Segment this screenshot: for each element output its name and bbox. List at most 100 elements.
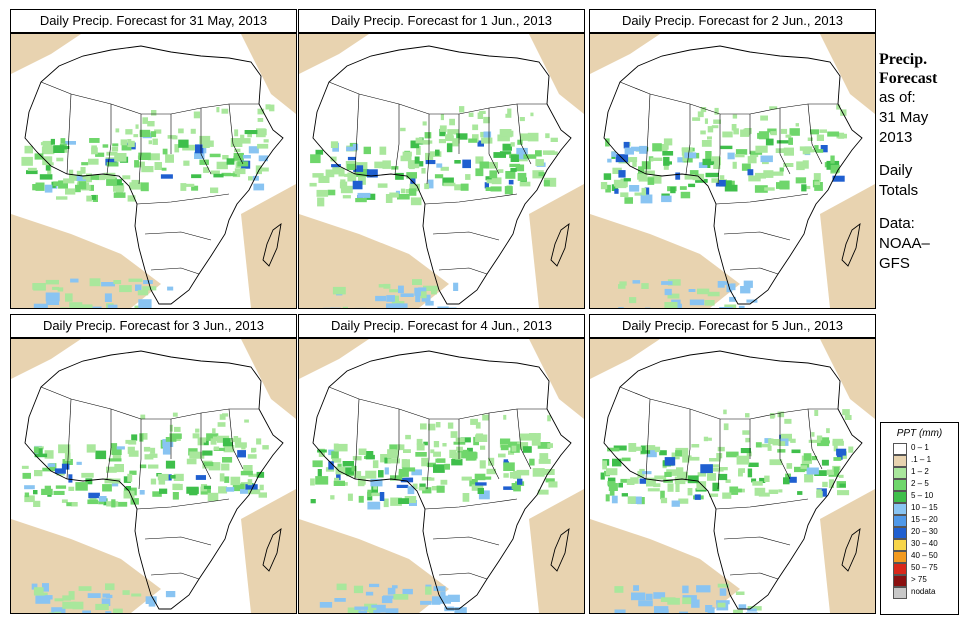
rain-cell: [500, 438, 511, 445]
africa-map: [11, 34, 296, 308]
country-border: [432, 231, 500, 241]
rain-cell: [666, 469, 679, 476]
rain-cell: [708, 437, 712, 441]
rain-cell: [426, 462, 436, 468]
rain-cell: [848, 446, 854, 453]
rain-cell: [759, 477, 766, 483]
rain-cell: [125, 439, 132, 444]
country-border: [354, 93, 360, 175]
rain-cell: [517, 478, 523, 485]
rain-cell: [832, 440, 844, 446]
rain-cell: [705, 172, 719, 178]
rain-cell: [747, 608, 757, 612]
rain-cell: [452, 138, 460, 144]
rain-cell: [54, 468, 66, 474]
rain-cell: [440, 479, 448, 485]
rain-cell: [431, 486, 440, 491]
rain-cell: [447, 422, 454, 429]
rain-cell: [697, 288, 710, 295]
rain-cell: [22, 472, 31, 479]
country-border: [394, 409, 400, 480]
ppt-legend: PPT (mm) 0 – 1 .1 – 1 1 – 2 2 – 5 5 – 10 10 –…: [880, 422, 959, 615]
rain-cell: [435, 422, 441, 428]
rain-cell: [765, 138, 774, 146]
rain-cell: [89, 495, 97, 504]
rain-cell: [714, 107, 719, 115]
rain-cell: [618, 482, 623, 488]
rain-cell: [202, 450, 213, 456]
rain-cell: [253, 183, 265, 191]
rain-cell: [128, 440, 137, 445]
rain-cell: [479, 460, 486, 469]
rain-cell: [475, 482, 487, 486]
rain-cell: [393, 449, 399, 459]
rain-cell: [691, 599, 700, 608]
rain-cell: [396, 484, 409, 488]
rain-cell: [216, 161, 228, 170]
rain-cell: [619, 281, 627, 286]
rain-cell: [515, 164, 525, 172]
rain-cell: [258, 155, 268, 162]
rain-cell: [742, 430, 750, 435]
rain-cell: [346, 146, 354, 152]
rain-cell: [730, 283, 736, 291]
rain-cell: [112, 143, 119, 147]
rain-cell: [443, 182, 456, 187]
rain-cell: [618, 307, 624, 308]
rain-cell: [69, 175, 77, 181]
rain-cell: [433, 441, 440, 448]
rain-cell: [108, 458, 122, 462]
rain-cell: [165, 154, 174, 163]
rain-cell: [34, 153, 44, 160]
rain-cell: [629, 157, 638, 163]
rain-cell: [609, 487, 615, 496]
rain-cell: [681, 147, 693, 156]
rain-cell: [245, 484, 258, 490]
rain-cell: [764, 187, 775, 191]
rain-cell: [244, 419, 249, 423]
rain-cell: [456, 133, 468, 140]
rain-cell: [537, 442, 551, 449]
rain-cell: [620, 478, 633, 483]
rain-cell: [65, 188, 76, 195]
rain-cell: [462, 159, 471, 169]
rain-cell: [503, 462, 515, 471]
rain-cell: [780, 433, 792, 442]
rain-cell: [127, 446, 135, 454]
madagascar-coastline: [841, 527, 861, 572]
rain-cell: [423, 285, 438, 291]
rain-cell: [653, 483, 661, 488]
rain-cell: [134, 160, 139, 168]
rain-cell: [53, 145, 65, 153]
rain-cell: [131, 593, 142, 597]
rain-cell: [760, 115, 768, 121]
country-border: [66, 93, 72, 175]
rain-cell: [102, 484, 112, 492]
rain-cell: [653, 592, 666, 599]
rain-cell: [724, 304, 737, 308]
rain-cell: [178, 139, 189, 148]
madagascar-coastline: [262, 527, 282, 572]
rain-cell: [72, 601, 84, 610]
rain-cell: [210, 187, 219, 194]
country-border: [144, 536, 212, 546]
rain-cell: [226, 158, 235, 165]
rain-cell: [676, 467, 684, 475]
rain-cell: [400, 293, 414, 297]
rain-cell: [172, 483, 180, 490]
rain-cell: [809, 456, 818, 461]
rain-cell: [621, 493, 628, 497]
rain-cell: [122, 175, 131, 180]
legend-label: .1 – 1: [911, 455, 932, 464]
rain-cell: [106, 177, 117, 186]
rain-cell: [497, 134, 510, 142]
rain-cell: [507, 132, 512, 138]
rain-cell: [162, 148, 168, 155]
rain-cell: [256, 471, 265, 478]
rain-cell: [347, 172, 357, 182]
rain-cell: [631, 592, 646, 601]
rain-cell: [352, 143, 359, 151]
rain-cell: [516, 147, 528, 155]
panel-title: Daily Precip. Forecast for 3 Jun., 2013: [10, 314, 297, 338]
rain-cell: [88, 158, 99, 165]
